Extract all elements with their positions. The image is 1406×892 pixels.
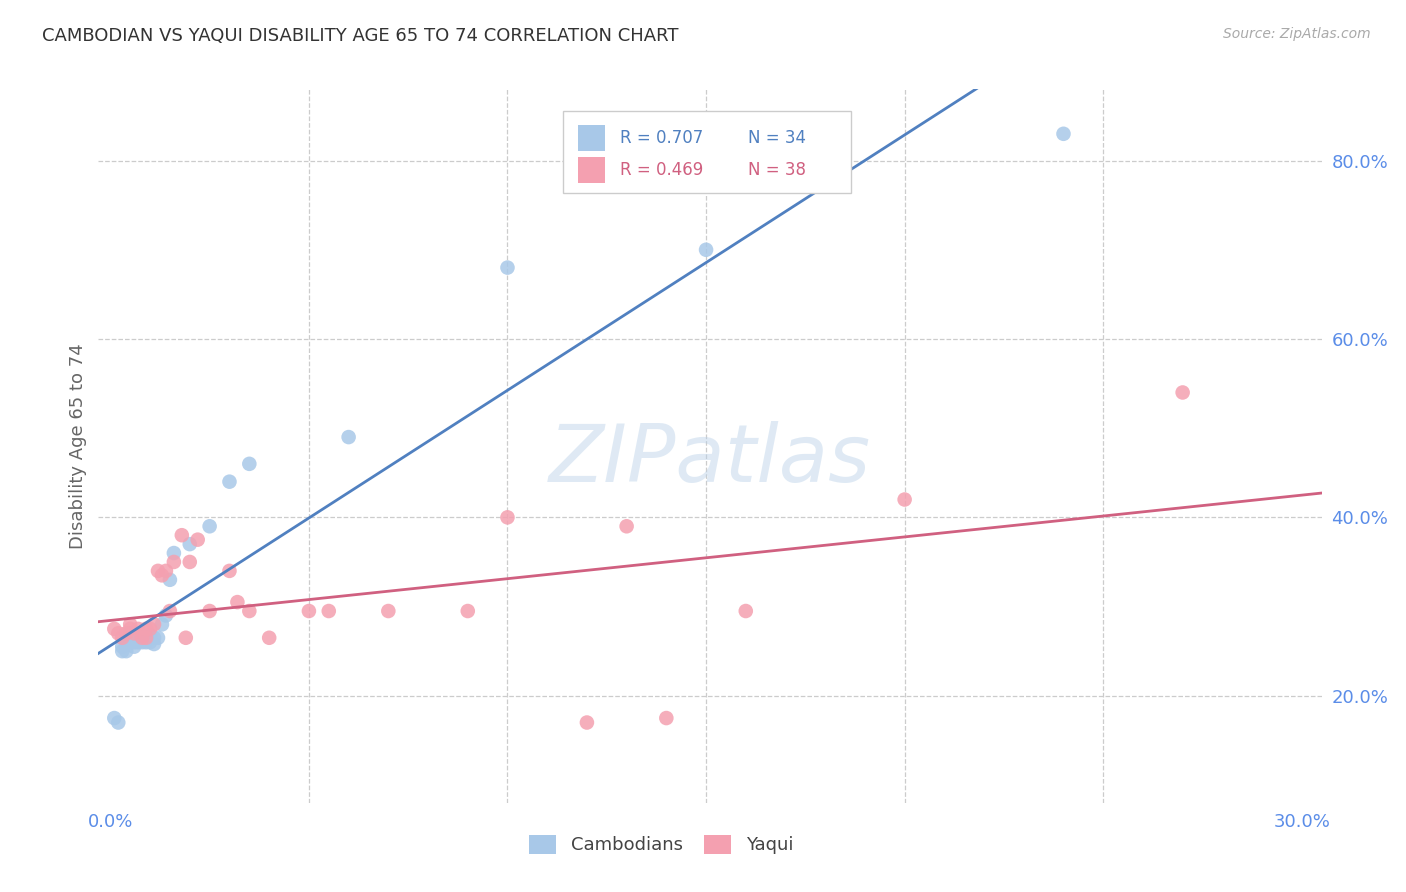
Point [146,564,169,578]
Point [120,631,142,645]
Point [187,533,209,547]
Point [238,457,260,471]
Point [139,622,162,636]
Point [120,626,142,640]
Point [135,635,157,649]
Point [1052,127,1074,141]
Point [115,644,138,658]
Point [135,631,157,645]
Point [179,555,201,569]
Point [103,711,125,725]
Point [257,631,280,645]
Point [107,715,129,730]
Point [179,537,201,551]
Text: N = 34: N = 34 [748,128,806,146]
Point [139,628,162,642]
Point [120,617,142,632]
Point [111,644,134,658]
Point [159,604,181,618]
Point [111,640,134,654]
Point [107,626,129,640]
Point [155,608,177,623]
Point [457,604,479,618]
Point [127,635,149,649]
Point [575,715,598,730]
Point [496,510,519,524]
Point [122,635,145,649]
Point [174,631,197,645]
Point [496,260,519,275]
Point [115,635,138,649]
Point [122,640,145,654]
Point [143,631,166,645]
Point [198,604,221,618]
Point [655,711,678,725]
Point [111,631,134,645]
Text: Source: ZipAtlas.com: Source: ZipAtlas.com [1223,27,1371,41]
Point [163,546,186,560]
Text: N = 38: N = 38 [748,161,806,178]
Point [159,573,181,587]
Point [238,604,260,618]
FancyBboxPatch shape [578,157,605,183]
Text: ZIPatlas: ZIPatlas [548,421,872,500]
Point [120,622,142,636]
Point [131,635,153,649]
Point [695,243,717,257]
Point [337,430,360,444]
Point [150,617,173,632]
Point [170,528,193,542]
Point [163,555,186,569]
Point [143,617,166,632]
Point [127,626,149,640]
Point [103,622,125,636]
FancyBboxPatch shape [564,111,851,193]
Point [893,492,915,507]
Point [143,637,166,651]
Point [135,622,157,636]
Point [146,631,169,645]
FancyBboxPatch shape [578,125,605,151]
Point [1171,385,1194,400]
Point [131,631,153,645]
Point [127,622,149,636]
Legend: Cambodians, Yaqui: Cambodians, Yaqui [522,828,800,862]
Point [734,604,756,618]
Text: CAMBODIAN VS YAQUI DISABILITY AGE 65 TO 74 CORRELATION CHART: CAMBODIAN VS YAQUI DISABILITY AGE 65 TO … [42,27,679,45]
Point [377,604,399,618]
Point [616,519,638,533]
Y-axis label: Disability Age 65 to 74: Disability Age 65 to 74 [69,343,87,549]
Text: R = 0.469: R = 0.469 [620,161,703,178]
Point [135,631,157,645]
Point [218,475,240,489]
Text: R = 0.707: R = 0.707 [620,128,703,146]
Point [226,595,249,609]
Point [198,519,221,533]
Point [131,631,153,645]
Point [131,631,153,645]
Point [155,564,177,578]
Point [122,626,145,640]
Point [318,604,340,618]
Point [115,626,138,640]
Point [139,635,162,649]
Point [150,568,173,582]
Point [298,604,321,618]
Point [218,564,240,578]
